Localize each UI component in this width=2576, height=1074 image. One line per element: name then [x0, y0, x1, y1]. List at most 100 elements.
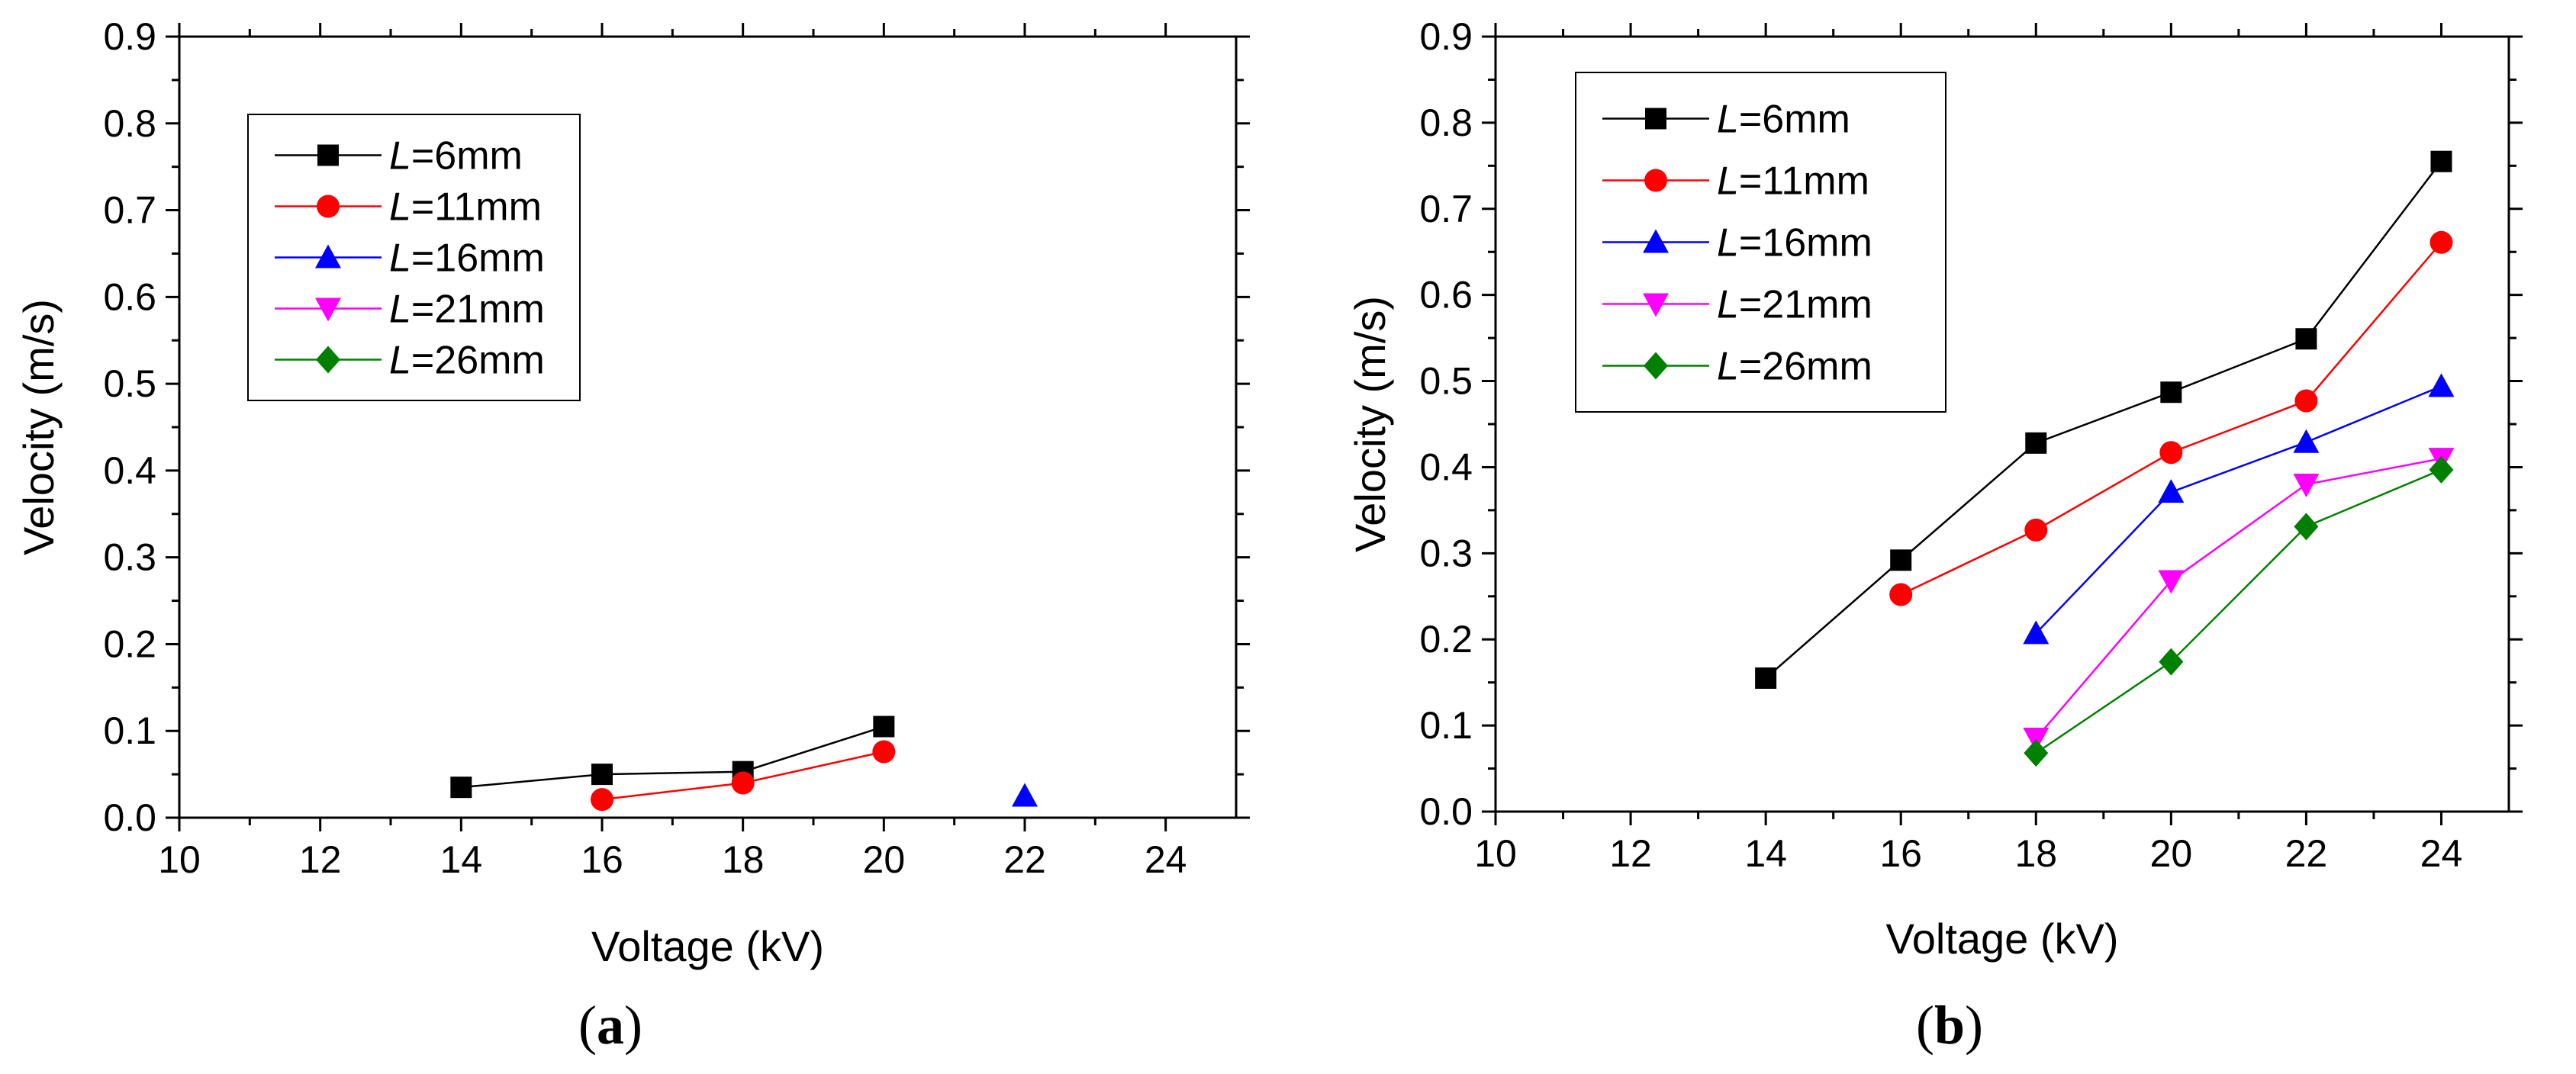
series-line-l-6mm-b: [1765, 160, 2442, 679]
legend-marker-l-21mm-b: [1643, 293, 1669, 317]
series-line-l-21mm-b: [2035, 457, 2442, 739]
data-point-l-11mm-a: [872, 740, 896, 764]
x-axis-title-a: Voltage (kV): [591, 922, 824, 970]
data-point-l-16mm-a: [1012, 783, 1038, 807]
legend-label-l-16mm-a: L=16mm: [389, 236, 545, 281]
x-tick-label-a: 12: [299, 838, 342, 881]
y-tick-label-b: 0.5: [1419, 360, 1473, 403]
y-tick-label-a: 0.9: [103, 15, 156, 58]
legend-label-l-21mm-a: L=21mm: [389, 288, 545, 332]
data-point-l-26mm-b: [2429, 455, 2454, 484]
x-tick-label-a: 14: [440, 838, 483, 881]
legend-marker-l-26mm-a: [316, 346, 340, 374]
legend-label-l-6mm-b: L=6mm: [1717, 98, 1850, 142]
legend-label-l-26mm-b: L=26mm: [1717, 345, 1872, 389]
legend-label-l-21mm-b: L=21mm: [1717, 283, 1872, 327]
x-tick-label-a: 18: [722, 838, 765, 881]
legend-label-l-16mm-b: L=16mm: [1717, 221, 1872, 265]
x-tick-label-b: 12: [1609, 832, 1652, 875]
legend-label-l-11mm-a: L=11mm: [389, 185, 542, 230]
x-tick-label-a: 16: [581, 838, 623, 881]
data-point-l-26mm-b: [2159, 648, 2184, 676]
x-tick-label-a: 24: [1145, 838, 1187, 881]
y-axis-title-a: Velocity (m/s): [14, 299, 63, 555]
y-tick-label-b: 0.0: [1419, 790, 1473, 833]
x-tick-label-b: 10: [1474, 832, 1517, 875]
y-axis-title-b: Velocity (m/s): [1346, 296, 1394, 552]
data-point-l-21mm-b: [2158, 570, 2185, 594]
x-tick-label-a: 22: [1003, 838, 1046, 881]
y-tick-label-a: 0.0: [103, 796, 156, 839]
legend-marker-l-6mm-a: [317, 144, 339, 166]
legend-b: [1575, 72, 1946, 413]
data-point-l-6mm-a: [591, 764, 613, 786]
panel-label-a: (a): [578, 995, 642, 1056]
chart-panel-b: 10 12 14 16 18 20 22 24 0.0 0.1 0.2 0.3 0.4 0.5 0.6 0.7…: [1346, 15, 2523, 1056]
data-point-l-11mm-b: [2294, 389, 2318, 413]
y-tick-label-a: 0.8: [103, 102, 156, 145]
data-point-l-6mm-b: [1890, 549, 1912, 571]
x-tick-label-b: 22: [2285, 832, 2328, 875]
y-tick-label-a: 0.6: [103, 275, 156, 318]
series-line-l-26mm-b: [2035, 468, 2442, 754]
data-point-l-11mm-b: [2159, 441, 2183, 465]
legend-label-l-11mm-b: L=11mm: [1717, 159, 1869, 204]
legend-marker-l-16mm-a: [315, 244, 341, 268]
y-tick-label-b: 0.4: [1419, 445, 1473, 488]
data-point-l-16mm-b: [2023, 620, 2050, 645]
y-tick-label-b: 0.8: [1419, 101, 1473, 144]
legend-label-l-6mm-a: L=6mm: [389, 134, 523, 178]
data-point-l-11mm-b: [2024, 518, 2048, 542]
x-tick-label-b: 24: [2420, 832, 2463, 875]
data-point-l-6mm-b: [2160, 381, 2182, 404]
data-point-l-11mm-b: [2429, 230, 2453, 254]
data-point-l-6mm-b: [2430, 150, 2452, 172]
data-point-l-16mm-b: [2428, 373, 2455, 397]
x-tick-label-a: 20: [863, 838, 906, 881]
x-tick-label-a: 10: [158, 838, 201, 881]
legend-marker-l-11mm-a: [317, 195, 340, 218]
data-point-l-6mm-b: [2025, 432, 2047, 454]
panel-label-b: (b): [1916, 995, 1983, 1056]
legend-label-l-26mm-a: L=26mm: [389, 339, 545, 383]
y-tick-label-a: 0.5: [103, 362, 156, 405]
data-point-l-26mm-b: [2024, 739, 2049, 767]
data-point-l-6mm-b: [1755, 667, 1777, 690]
series-line-l-6mm-a: [461, 725, 884, 789]
y-tick-label-b: 0.9: [1419, 15, 1473, 58]
series-line-l-11mm-b: [1900, 241, 2442, 596]
legend-marker-l-21mm-a: [315, 297, 341, 322]
data-point-l-21mm-b: [2293, 474, 2320, 498]
data-point-l-6mm-a: [873, 715, 895, 738]
y-tick-label-a: 0.2: [103, 622, 156, 665]
data-point-l-6mm-b: [2295, 328, 2317, 350]
x-tick-label-b: 20: [2150, 832, 2193, 875]
legend-marker-l-6mm-b: [1645, 108, 1666, 130]
legend-marker-l-26mm-b: [1644, 352, 1668, 380]
y-tick-label-b: 0.2: [1419, 618, 1473, 661]
data-point-l-16mm-b: [2293, 429, 2320, 453]
series-line-l-16mm-b: [2035, 385, 2442, 635]
legend-marker-l-16mm-b: [1643, 229, 1669, 253]
x-tick-label-b: 18: [2014, 832, 2057, 875]
x-tick-label-b: 16: [1879, 832, 1922, 875]
legend-marker-l-11mm-b: [1644, 169, 1667, 192]
y-tick-label-b: 0.6: [1419, 274, 1473, 317]
data-point-l-16mm-b: [2158, 479, 2185, 503]
chart-panel-a: 10 12 14 16 18 20 22 24 0.0 0.1 0.2 0.3 0.4 0.5 0.6 0.7…: [14, 15, 1250, 1056]
y-tick-label-a: 0.4: [103, 449, 156, 492]
y-tick-label-a: 0.1: [103, 709, 156, 752]
data-point-l-26mm-b: [2294, 513, 2319, 541]
y-tick-label-a: 0.3: [103, 536, 156, 579]
data-point-l-11mm-b: [1889, 583, 1913, 606]
data-point-l-11mm-a: [591, 788, 613, 812]
data-point-l-6mm-a: [450, 777, 472, 799]
y-tick-label-b: 0.1: [1419, 704, 1473, 747]
x-axis-title-b: Voltage (kV): [1885, 915, 2118, 963]
data-point-l-11mm-a: [731, 771, 755, 795]
y-tick-label-b: 0.7: [1419, 188, 1473, 230]
y-tick-label-b: 0.3: [1419, 532, 1473, 574]
x-tick-label-b: 14: [1744, 832, 1787, 875]
y-tick-label-a: 0.7: [103, 189, 156, 232]
